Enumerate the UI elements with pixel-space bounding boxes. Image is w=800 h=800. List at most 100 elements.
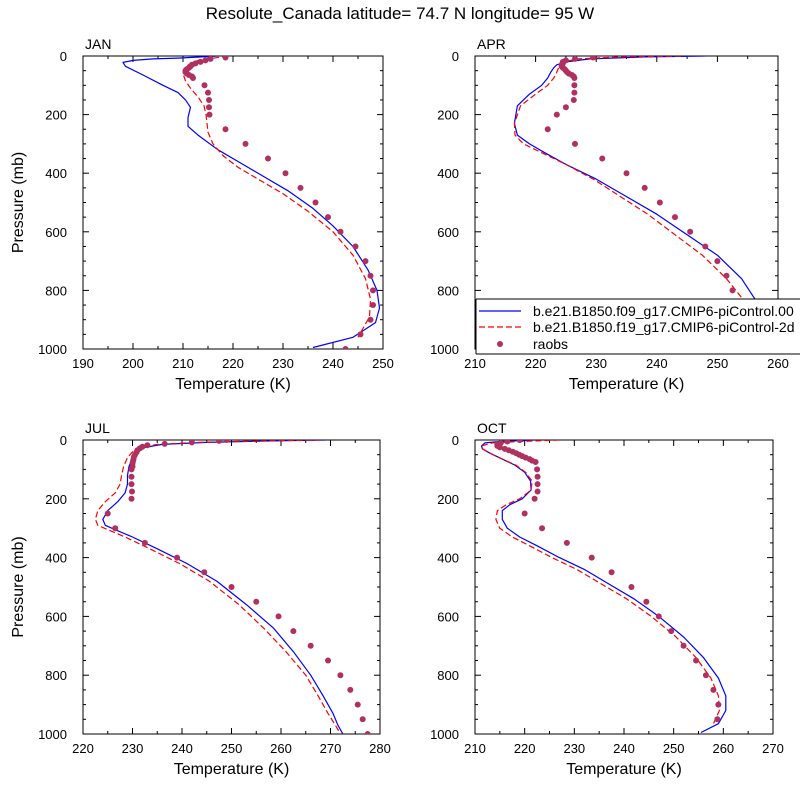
series-line-f19 bbox=[480, 440, 721, 724]
series-line-f09 bbox=[480, 440, 727, 734]
raobs-point bbox=[190, 74, 196, 81]
raobs-point bbox=[590, 56, 597, 61]
y-tick-label: 200 bbox=[45, 492, 67, 507]
y-tick-label: 0 bbox=[60, 433, 67, 448]
raobs-point bbox=[534, 473, 541, 480]
panel-label: JUL bbox=[85, 420, 110, 436]
raobs-point bbox=[104, 510, 111, 517]
x-tick-label: 220 bbox=[514, 741, 536, 756]
raobs-point bbox=[367, 316, 374, 323]
raobs-point bbox=[516, 440, 523, 443]
x-tick-label: 250 bbox=[663, 741, 685, 756]
x-tick-label: 260 bbox=[767, 356, 789, 371]
raobs-point bbox=[216, 440, 223, 444]
raobs-point bbox=[714, 258, 721, 265]
raobs-point bbox=[128, 481, 135, 488]
raobs-point bbox=[253, 598, 260, 605]
raobs-point bbox=[364, 731, 371, 734]
raobs-point bbox=[128, 466, 135, 473]
raobs-point bbox=[367, 272, 374, 279]
x-tick-label: 240 bbox=[646, 356, 668, 371]
raobs-point bbox=[174, 554, 181, 561]
raobs-point bbox=[297, 184, 304, 191]
raobs-point bbox=[206, 104, 212, 111]
raobs-point bbox=[201, 569, 208, 576]
raobs-point bbox=[504, 440, 511, 445]
raobs-point bbox=[710, 686, 717, 693]
x-tick-label: 230 bbox=[122, 741, 144, 756]
raobs-point bbox=[228, 584, 235, 590]
y-axis-label: Pressure (mb) bbox=[10, 536, 27, 637]
raobs-point bbox=[571, 140, 578, 147]
y-tick-label: 800 bbox=[437, 668, 459, 683]
x-tick-label: 210 bbox=[464, 741, 486, 756]
raobs-point bbox=[668, 628, 675, 635]
x-tick-label: 220 bbox=[72, 741, 94, 756]
x-axis-label: Temperature (K) bbox=[566, 761, 682, 778]
panel-label: JAN bbox=[85, 36, 111, 52]
raobs-point bbox=[680, 642, 687, 649]
raobs-point bbox=[715, 701, 722, 708]
raobs-point bbox=[693, 657, 700, 664]
y-tick-label: 600 bbox=[437, 225, 459, 240]
raobs-point bbox=[197, 58, 204, 65]
y-tick-label: 200 bbox=[45, 108, 67, 123]
raobs-point bbox=[352, 243, 359, 250]
x-tick-label: 190 bbox=[72, 356, 94, 371]
raobs-point bbox=[307, 642, 314, 649]
raobs-point bbox=[161, 440, 168, 447]
x-tick-label: 230 bbox=[272, 356, 294, 371]
raobs-point bbox=[553, 111, 560, 118]
raobs-point bbox=[563, 539, 570, 546]
x-axis-label: Temperature (K) bbox=[569, 376, 685, 393]
raobs-point bbox=[534, 466, 541, 473]
raobs-point bbox=[641, 184, 648, 191]
legend-label: b.e21.B1850.f19_g17.CMIP6-piControl-2d bbox=[533, 319, 795, 335]
y-tick-label: 0 bbox=[452, 49, 459, 64]
y-tick-label: 400 bbox=[437, 551, 459, 566]
raobs-point bbox=[347, 686, 354, 693]
legend-background bbox=[476, 299, 800, 354]
panel-oct: 210 220 230 240 250 260 270 0 200 400 600 800 1000 OC… bbox=[430, 420, 784, 778]
raobs-point bbox=[342, 346, 349, 349]
series-line-f09 bbox=[102, 440, 344, 734]
raobs-point bbox=[222, 126, 229, 133]
raobs-point bbox=[370, 287, 376, 294]
raobs-point bbox=[628, 584, 635, 590]
raobs-point bbox=[141, 539, 148, 546]
raobs-point bbox=[282, 170, 289, 177]
y-tick-label: 1000 bbox=[430, 342, 459, 357]
raobs-point bbox=[337, 672, 344, 679]
x-tick-label: 230 bbox=[585, 356, 607, 371]
figure-title: Resolute_Canada latitude= 74.7 N longitu… bbox=[205, 4, 595, 23]
y-tick-label: 800 bbox=[437, 283, 459, 298]
raobs-point bbox=[275, 613, 282, 620]
x-tick-label: 230 bbox=[563, 741, 585, 756]
raobs-point bbox=[222, 56, 229, 61]
series-line-f09 bbox=[513, 56, 760, 349]
y-tick-label: 1000 bbox=[38, 727, 67, 742]
y-tick-label: 400 bbox=[45, 551, 67, 566]
x-tick-label: 210 bbox=[464, 356, 486, 371]
series-line-f09 bbox=[122, 56, 381, 349]
y-tick-label: 0 bbox=[452, 433, 459, 448]
raobs-point bbox=[656, 199, 663, 206]
raobs-point bbox=[112, 525, 119, 532]
raobs-point bbox=[714, 716, 721, 723]
y-tick-label: 200 bbox=[437, 108, 459, 123]
raobs-point bbox=[223, 440, 230, 443]
legend: b.e21.B1850.f09_g17.CMIP6-piControl.00b.… bbox=[475, 298, 800, 355]
x-tick-label: 200 bbox=[122, 356, 144, 371]
raobs-point bbox=[242, 140, 249, 147]
x-tick-label: 250 bbox=[707, 356, 729, 371]
y-tick-label: 600 bbox=[45, 225, 67, 240]
raobs-point bbox=[571, 89, 578, 96]
y-tick-label: 800 bbox=[45, 668, 67, 683]
raobs-point bbox=[357, 331, 364, 338]
x-tick-label: 260 bbox=[712, 741, 734, 756]
panel-label: APR bbox=[477, 36, 506, 52]
raobs-point bbox=[265, 155, 271, 162]
raobs-point bbox=[702, 243, 709, 250]
raobs-point bbox=[702, 672, 709, 679]
x-tick-label: 250 bbox=[221, 741, 243, 756]
